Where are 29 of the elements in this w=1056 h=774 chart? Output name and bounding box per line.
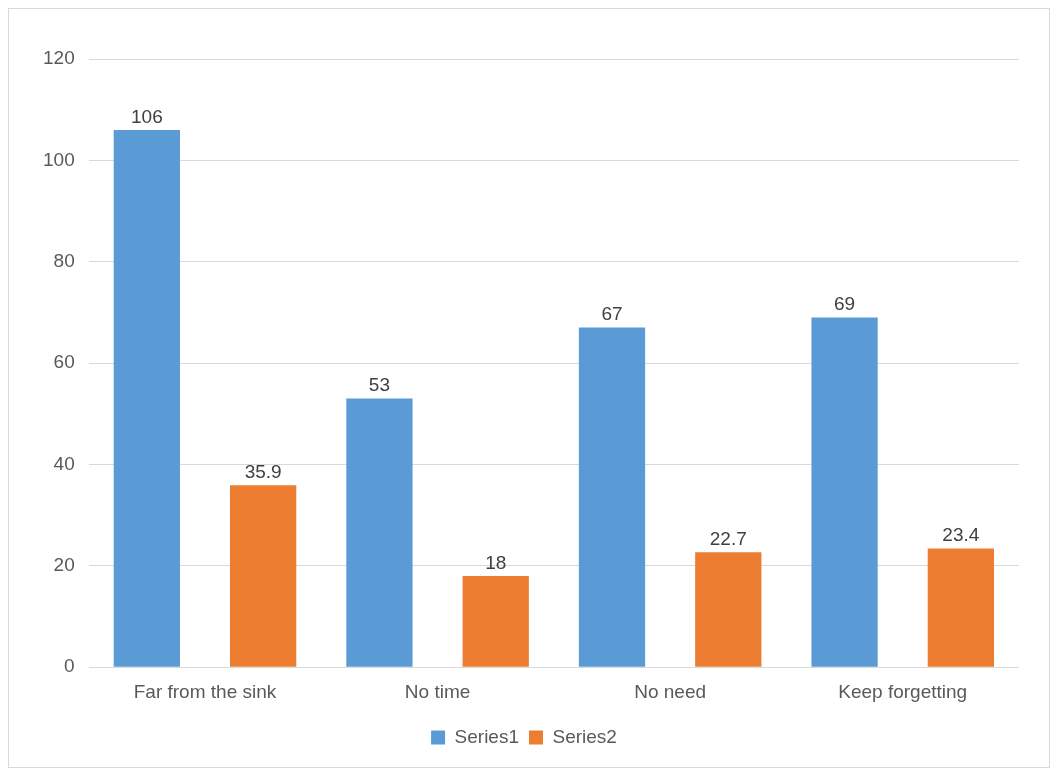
bar [695, 552, 762, 667]
y-tick-label: 0 [64, 655, 75, 677]
data-label: 35.9 [244, 460, 282, 482]
x-tick-label: No time [404, 680, 471, 702]
bar [346, 398, 413, 667]
bar [811, 317, 878, 667]
data-label: 69 [834, 293, 856, 315]
y-tick-label: 100 [43, 148, 75, 170]
bar [113, 129, 180, 667]
y-tick-label: 20 [53, 554, 75, 576]
y-tick-label: 120 [43, 47, 75, 69]
data-label: 23.4 [942, 524, 980, 546]
bar [578, 327, 646, 667]
bar [462, 575, 529, 667]
data-label: 53 [368, 374, 390, 396]
x-tick-label: Keep forgetting [838, 680, 968, 702]
y-tick-label: 40 [53, 452, 75, 474]
bar [229, 485, 297, 667]
x-tick-label: Far from the sink [133, 680, 277, 702]
y-tick-label: 60 [53, 351, 75, 373]
data-label: 22.7 [709, 527, 747, 549]
legend-label: Series2 [552, 725, 617, 747]
data-label: 67 [601, 303, 623, 325]
y-tick-label: 80 [53, 249, 75, 271]
bar [927, 548, 994, 667]
data-label: 18 [485, 551, 507, 573]
x-tick-label: No need [634, 680, 707, 702]
legend-label: Series1 [454, 725, 519, 747]
data-label: 106 [130, 105, 163, 127]
